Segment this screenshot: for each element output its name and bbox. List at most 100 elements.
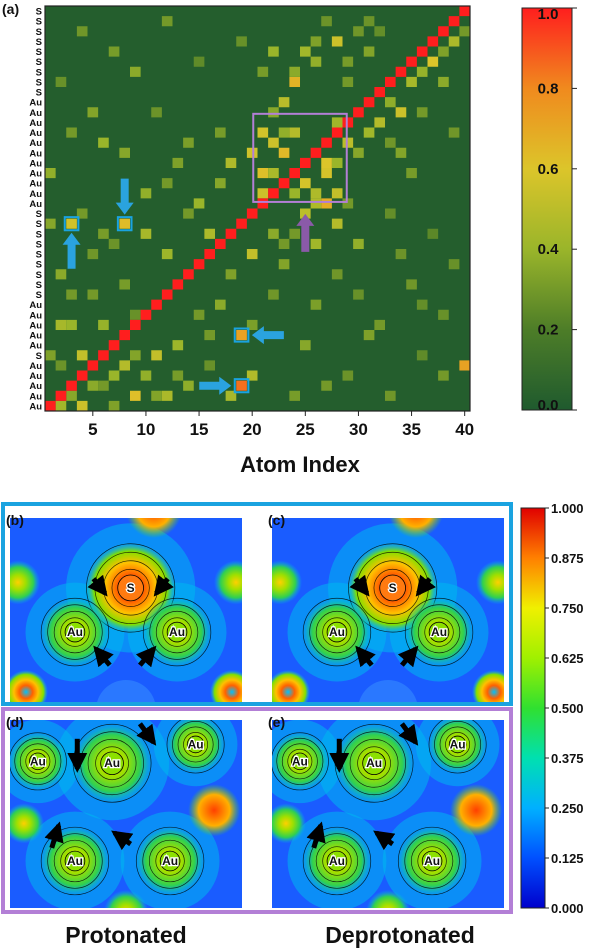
row-label: Au [29,158,42,169]
heatmap-diagonal-cell [66,380,77,391]
heatmap-cell [289,127,301,138]
heatmap-cell [66,319,77,331]
row-label: S [36,250,42,261]
heatmap-cell [55,360,67,371]
heatmap-diagonal-cell [300,157,311,169]
heatmap-cell [215,178,226,189]
heatmap-cell [215,299,226,310]
heatmap-diagonal-cell [278,178,290,189]
atom-label: Au [67,625,83,639]
atom-label: S [389,581,397,595]
heatmap-cell [161,249,173,260]
row-label: S [36,17,42,28]
row-label: Au [29,98,42,109]
x-tick-label: 20 [243,420,262,439]
heatmap-cell [321,168,332,179]
heatmap-cell [76,350,88,361]
heatmap-cell [406,168,417,179]
heatmap-cell [215,127,226,138]
heatmap-cell [353,238,364,250]
bottom-panels-frame [1,707,513,914]
heatmap-cell [321,380,332,391]
colorbar-a-label: 0.2 [538,322,559,339]
heatmap-cell [331,269,343,280]
highlight-cell-box [233,327,250,343]
heatmap-cell [448,36,460,47]
heatmap-cell [119,360,131,371]
row-label: Au [29,391,42,402]
heatmap-cell [204,228,216,239]
heatmap-cell [151,390,162,401]
heatmap-cell [438,46,449,57]
heatmap-cell [108,400,120,412]
colorbar-b [520,507,546,909]
contour-panel-c: S Au Au (c) [268,512,504,702]
heatmap-cell [161,178,173,189]
heatmap-cell [385,208,396,219]
heatmap-cell [416,299,428,310]
heatmap-cell [193,56,205,67]
heatmap-cell [268,168,279,179]
heatmap-cell [331,36,343,47]
heatmap-cell [289,76,301,88]
heatmap-cell [172,340,184,351]
heatmap-cell [342,370,354,381]
row-label: Au [29,300,42,311]
colorbar-b-label: 0.750 [551,601,584,616]
heatmap-cell [130,66,141,77]
heatmap-cell [108,370,120,381]
heatmap-cell [459,360,471,371]
heatmap-diagonal-cell [193,259,205,270]
heatmap-cell [342,76,354,88]
atom-label: Au [329,625,345,639]
heatmap-cell [331,157,343,169]
bond-arrow [44,821,64,849]
heatmap-cell [268,107,279,118]
atom-label: Au [67,854,83,868]
heatmap-diagonal-cell [246,208,258,219]
heatmap-cell [416,107,428,118]
heatmap-cell [374,319,386,331]
colorbar-b-label: 0.625 [551,651,584,666]
row-label: S [36,229,42,240]
heatmap-cell [353,26,364,37]
heatmap-cell [374,26,386,37]
heatmap-diagonal-cell [130,319,141,331]
highlight-cell-box [116,216,133,232]
heatmap-diagonal-cell [385,76,396,88]
heatmap-cell [45,218,56,229]
atom-label: Au [424,854,440,868]
heatmap-diagonal-cell [108,340,120,351]
heatmap-cell [342,56,354,67]
heatmap-cell [321,157,332,169]
heatmap-diagonal-cell [87,360,99,371]
row-label: S [36,47,42,58]
heatmap-cell [246,249,258,260]
bond-arrow [397,645,419,668]
heatmap-cell [416,66,428,77]
heatmap-cell [98,228,109,239]
heatmap-cell [225,269,237,280]
heatmap-cell [76,26,88,37]
row-labels: SSSSSSSSSAuAuAuAuAuAuAuAuAuAuAuSSSSSSSSS… [29,7,42,413]
bond-arrow [306,821,326,849]
heatmap-cell [278,147,290,158]
x-tick-label: 15 [190,420,209,439]
heatmap-cell [331,117,343,128]
bond-arrow [93,645,114,668]
heatmap-cell [395,147,407,158]
heatmap-cell [385,390,396,401]
bond-arrow [135,645,157,668]
heatmap-cell [289,228,301,239]
heatmap-diagonal-cell [427,36,439,47]
row-label: S [36,37,42,48]
heatmap-diagonal-cell [395,66,407,77]
highlight-arrow [296,213,315,252]
heatmap-diagonal-cell [55,390,67,401]
heatmap-cell [321,16,332,27]
heatmap-diagonal-cell [183,269,194,280]
contour-panel-b: S Au Au (b) [6,512,242,702]
heatmap-cell [310,299,322,310]
heatmap-cell [427,56,439,67]
heatmap-cell [300,208,311,219]
